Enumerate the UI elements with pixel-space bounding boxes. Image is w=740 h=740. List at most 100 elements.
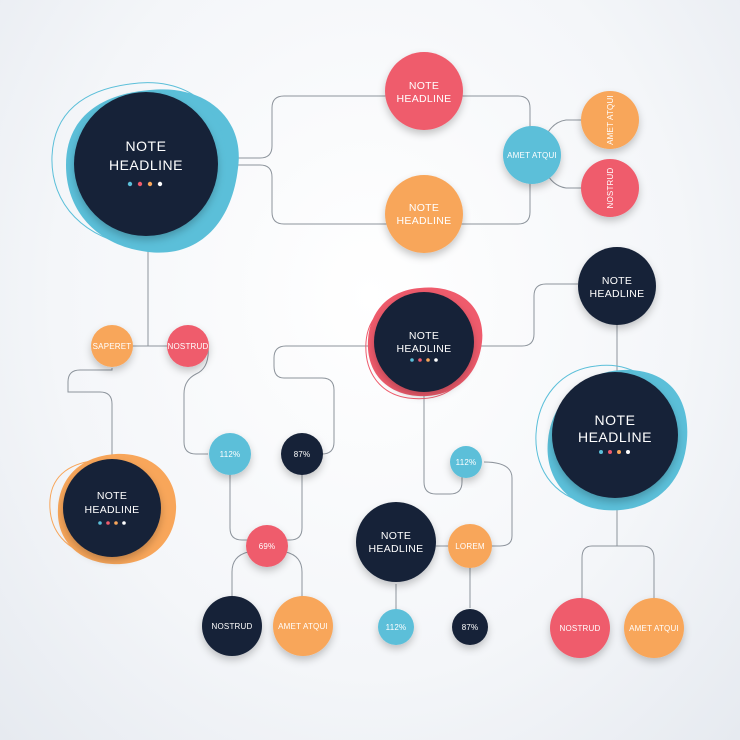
pct-112-a-circle	[209, 433, 251, 475]
mid-note[interactable]: NOTE HEADLINE	[385, 175, 463, 253]
hub-center[interactable]: NOTE HEADLINE	[365, 287, 483, 400]
connector	[67, 368, 113, 460]
pct-87-b[interactable]: 87%	[452, 609, 488, 645]
pct-112-b[interactable]: 112%	[378, 609, 414, 645]
nostrud-bottom[interactable]: NOSTRUD	[202, 596, 262, 656]
connector	[455, 178, 531, 225]
connector	[286, 474, 303, 541]
hub-left[interactable]: NOTE HEADLINE	[49, 453, 177, 565]
dot-coral	[608, 450, 612, 454]
note-center-low-line2: HEADLINE	[369, 543, 424, 555]
dot-coral	[418, 358, 422, 362]
note-right-small-line2: HEADLINE	[590, 288, 645, 300]
amet-atqui-bottom-right[interactable]: AMET ATQUI	[624, 598, 684, 658]
dot-white	[626, 450, 630, 454]
nostrud-left-label: NOSTRUD	[168, 342, 209, 351]
top-note-line2: HEADLINE	[397, 93, 452, 105]
note-right-small[interactable]: NOTE HEADLINE	[578, 247, 656, 325]
amet-atqui-bottom-circle	[273, 596, 333, 656]
dot-coral	[106, 521, 110, 525]
connector	[423, 390, 463, 495]
hub-top-left-dots	[127, 181, 163, 187]
dot-orange	[114, 521, 118, 525]
saperet[interactable]: SAPERET	[91, 325, 133, 367]
connector	[483, 461, 513, 547]
pct-87-b-circle	[452, 609, 488, 645]
connector	[183, 345, 209, 455]
hub-center-dots	[410, 358, 438, 362]
nostrud-bottom-right[interactable]: NOSTRUD	[550, 598, 610, 658]
nostrud-bottom-right-label: NOSTRUD	[560, 624, 601, 633]
connector	[581, 506, 618, 598]
connector	[231, 551, 249, 598]
hub-top-left-disc	[74, 92, 218, 236]
hub-center-disc	[374, 292, 474, 392]
nostrud-right-circle	[581, 159, 639, 217]
nostrud-right[interactable]: NOSTRUD	[581, 159, 639, 217]
nostrud-bottom-circle	[202, 596, 262, 656]
dot-white	[157, 181, 163, 187]
amet-atqui-top-circle	[503, 126, 561, 184]
pct-87-a-circle	[281, 433, 323, 475]
note-center-low[interactable]: NOTE HEADLINE	[356, 502, 436, 582]
saperet-circle	[91, 325, 133, 367]
hub-right-line2: HEADLINE	[578, 429, 652, 445]
mid-note-line2: HEADLINE	[397, 215, 452, 227]
nostrud-left-circle	[167, 325, 209, 367]
dot-orange	[617, 450, 621, 454]
amet-atqui-bottom-right-label: AMET ATQUI	[629, 624, 679, 633]
amet-atqui-right[interactable]: AMET ATQUI	[581, 91, 639, 149]
nostrud-bottom-right-circle	[550, 598, 610, 658]
dot-cyan	[98, 521, 102, 525]
hub-center-line1: NOTE	[409, 330, 439, 342]
nostrud-left[interactable]: NOSTRUD	[167, 325, 209, 367]
hub-top-left-line1: NOTE	[126, 138, 167, 154]
dot-cyan	[127, 181, 133, 187]
hub-top-left-line2: HEADLINE	[109, 157, 183, 173]
amet-atqui-bottom[interactable]: AMET ATQUI	[273, 596, 333, 656]
pct-112-c[interactable]: 112%	[450, 446, 482, 478]
note-center-low-line1: NOTE	[381, 530, 411, 542]
mid-note-line1: NOTE	[409, 202, 439, 214]
hub-top-left[interactable]: NOTE HEADLINE	[51, 82, 239, 253]
pct-112-b-label: 112%	[386, 623, 407, 632]
saperet-label: SAPERET	[93, 342, 132, 351]
pct-87-a-label: 87%	[294, 450, 311, 459]
amet-atqui-top[interactable]: AMET ATQUI	[503, 126, 561, 184]
top-note-circle	[385, 52, 463, 130]
pct-112-a-label: 112%	[220, 450, 241, 459]
lorem-circle	[448, 524, 492, 568]
dot-white	[122, 521, 126, 525]
pct-69[interactable]: 69%	[246, 525, 288, 567]
pct-69-circle	[246, 525, 288, 567]
connector	[285, 551, 303, 598]
hub-center-line2: HEADLINE	[397, 343, 452, 355]
lorem[interactable]: LOREM	[448, 524, 492, 568]
connector	[470, 283, 578, 347]
lorem-label: LOREM	[455, 542, 485, 551]
nostrud-bottom-label: NOSTRUD	[212, 622, 253, 631]
hub-right-line1: NOTE	[595, 412, 636, 428]
top-note-line1: NOTE	[409, 80, 439, 92]
nostrud-right-label: NOSTRUD	[606, 168, 615, 209]
hub-left-dots	[98, 521, 126, 525]
connector	[225, 164, 392, 225]
hub-right-dots	[599, 450, 630, 454]
mid-note-circle	[385, 175, 463, 253]
pct-87-b-label: 87%	[462, 623, 479, 632]
dot-cyan	[410, 358, 414, 362]
pct-87-a[interactable]: 87%	[281, 433, 323, 475]
dot-orange	[147, 181, 153, 187]
note-right-small-line1: NOTE	[602, 275, 632, 287]
connector	[273, 345, 376, 455]
pct-112-c-circle	[450, 446, 482, 478]
hub-right[interactable]: NOTE HEADLINE	[535, 364, 688, 511]
hub-left-line1: NOTE	[97, 490, 127, 502]
top-note[interactable]: NOTE HEADLINE	[385, 52, 463, 130]
amet-atqui-bottom-right-circle	[624, 598, 684, 658]
dot-orange	[426, 358, 430, 362]
hub-left-line2: HEADLINE	[85, 504, 140, 516]
pct-112-a[interactable]: 112%	[209, 433, 251, 475]
connector	[225, 95, 392, 159]
